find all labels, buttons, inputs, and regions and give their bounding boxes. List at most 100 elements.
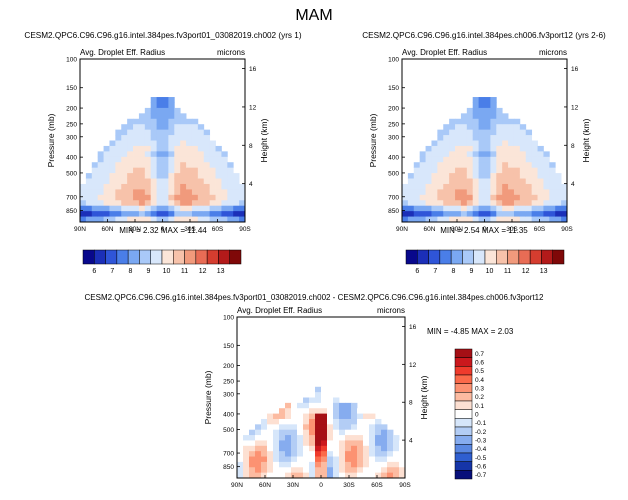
heatmap-cell [303,451,310,457]
heatmap-cell [209,205,216,212]
heatmap-cell [357,445,364,452]
heatmap-cell [273,456,280,463]
heatmap-cell [121,167,128,174]
heatmap-cell [321,386,328,393]
heatmap-cell [267,467,274,474]
heatmap-cell [519,183,527,190]
heatmap-cell [508,194,515,201]
heatmap-cell [261,472,268,479]
heatmap-cell [437,173,444,179]
heatmap-cell [431,156,438,163]
heatmap-cell [227,216,234,223]
heatmap-cell [490,107,497,114]
heatmap-cell [291,461,298,468]
heatmap-cell [303,424,310,431]
heatmap-cell [425,189,432,196]
heatmap-cell [156,189,163,196]
heatmap-cell [127,189,134,196]
heatmap-cell [127,211,134,217]
heatmap-cell [375,429,382,436]
colorbar-label: 10 [486,268,494,275]
heatmap-cell [80,211,87,217]
heatmap-cell [138,129,146,136]
heatmap-cell [309,435,316,441]
heatmap-cell [197,205,205,212]
heatmap-cell [455,129,462,136]
heatmap-cell [144,145,152,152]
heatmap-cell [490,118,497,125]
heatmap-cell [513,200,521,207]
heatmap-cell [237,440,244,447]
heatmap-cell [431,162,438,169]
colorbar-swatch [454,348,473,358]
colorbar-swatch [454,383,473,393]
heatmap-cell [387,440,394,447]
colorbar-label: 0 [475,412,479,419]
heatmap-cell [291,424,298,431]
heatmap-cell [221,167,228,174]
heatmap-cell [297,467,304,474]
heatmap-cell [513,135,521,141]
heatmap-cell [484,216,491,223]
heatmap-cell [513,194,521,201]
heatmap-cell [393,440,400,447]
heatmap-cell [525,156,533,163]
heatmap-cell [321,461,328,468]
y2-tick-label: 4 [409,438,413,445]
heatmap-cell [449,183,456,190]
heatmap-cell [285,408,292,414]
heatmap-cell [239,205,246,212]
heatmap-cell [97,156,104,163]
heatmap-cell [127,129,134,136]
heatmap-cell [449,216,456,223]
heatmap-cell [168,113,175,120]
colorbar-swatch [229,249,242,265]
y-tick-label: 150 [388,85,399,92]
heatmap-cell [180,113,187,120]
heatmap-cell [255,472,262,479]
heatmap-cell [121,151,128,158]
heatmap-cell [339,451,346,457]
heatmap-cell [484,97,491,103]
heatmap-cell [321,392,328,398]
colorbar-label: -0.4 [475,446,487,453]
heatmap-cell [472,211,479,217]
heatmap-cell [413,162,421,169]
heatmap-cell [472,162,479,169]
heatmap-cell [127,140,134,147]
heatmap-cell [162,156,169,163]
colorbar-label: 8 [128,268,132,275]
heatmap-cell [455,167,462,174]
variable-label: Avg. Droplet Eff. Radius [237,306,322,315]
heatmap-cell [133,173,140,179]
heatmap-cell [309,397,316,404]
heatmap-cell [121,211,128,217]
heatmap-cell [197,156,205,163]
heatmap-cell [315,451,322,457]
heatmap-cell [537,162,544,169]
heatmap-cell [531,216,538,223]
heatmap-cell [186,211,193,217]
heatmap-cell [525,140,533,147]
heatmap-cell [156,205,163,212]
heatmap-cell [525,129,533,136]
heatmap-cell [115,156,122,163]
heatmap-cell [369,456,376,463]
heatmap-cell [339,461,346,468]
heatmap-cell [215,162,222,169]
y-tick-label: 300 [66,134,77,141]
heatmap-cell [285,413,292,420]
heatmap-cell [209,216,216,223]
heatmap-cell [466,135,474,141]
heatmap-cell [472,140,479,147]
heatmap-cell [393,472,400,479]
colorbar-label: 0.4 [475,377,484,384]
heatmap-cell [555,183,562,190]
heatmap-cell [138,216,146,223]
heatmap-cell [150,216,157,223]
heatmap-cell [209,194,216,201]
heatmap-cell [537,211,544,217]
heatmap-cell [508,173,515,179]
heatmap-cell [531,145,538,152]
heatmap-cell [490,113,497,120]
